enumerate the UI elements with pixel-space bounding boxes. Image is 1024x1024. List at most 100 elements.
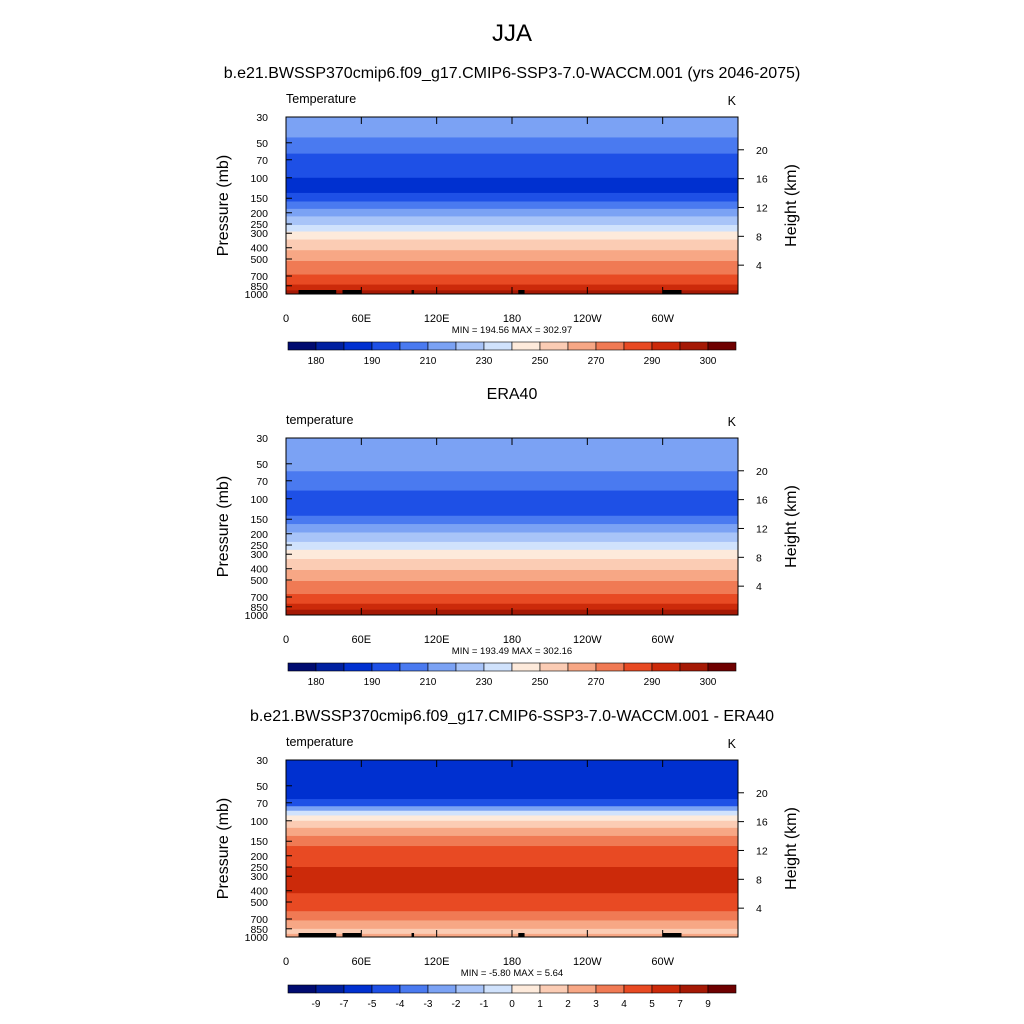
colorbar-box (567, 662, 597, 672)
colorbar-box (707, 984, 737, 994)
contour-band (286, 893, 738, 912)
contour-band (286, 810, 738, 816)
colorbar-box (595, 662, 625, 672)
units-label: K (728, 415, 737, 429)
x-tick-label: 180 (503, 956, 521, 968)
colorbar-box (511, 341, 541, 351)
colorbar-box (427, 984, 457, 994)
contour-band (286, 505, 738, 517)
colorbar-box (315, 984, 345, 994)
colorbar-box (483, 341, 513, 351)
colorbar-label: 210 (420, 677, 437, 688)
colorbar-label: -4 (396, 999, 405, 1010)
topography-mark (662, 290, 682, 294)
y-tick-label: 50 (256, 459, 268, 471)
right-tick-label: 8 (756, 552, 762, 564)
contour-band (286, 594, 738, 605)
colorbar-box (399, 662, 429, 672)
colorbar-box (287, 984, 317, 994)
contour-band (286, 137, 738, 155)
contour-band (286, 524, 738, 533)
field-label: Temperature (286, 92, 356, 106)
colorbar-box (595, 341, 625, 351)
y-tick-label: 30 (256, 755, 268, 767)
contour-band (286, 799, 738, 807)
panel-3: b.e21.BWSSP370cmip6.f09_g17.CMIP6-SSP3-7… (215, 708, 800, 1010)
y-tick-label: 150 (250, 514, 268, 526)
contour-band (286, 806, 738, 812)
x-tick-label: 120E (424, 956, 450, 968)
y-tick-label: 50 (256, 781, 268, 793)
y-axis-title-right: Height (km) (783, 807, 800, 890)
y-tick-label: 500 (250, 254, 268, 266)
y-axis-title: Pressure (mb) (215, 798, 232, 899)
colorbar-box (679, 662, 709, 672)
colorbar-box (343, 984, 373, 994)
stats-label: MIN = 193.49 MAX = 302.16 (452, 646, 572, 657)
contour-band (286, 208, 738, 217)
colorbar-box (707, 341, 737, 351)
colorbar-box (399, 984, 429, 994)
y-tick-label: 200 (250, 208, 268, 220)
contour-band (286, 153, 738, 179)
figure-title: JJA (491, 20, 532, 47)
colorbar-label: 300 (700, 677, 717, 688)
colorbar-label: -7 (340, 999, 349, 1010)
colorbar-box (427, 341, 457, 351)
y-tick-label: 300 (250, 549, 268, 561)
right-tick-label: 8 (756, 874, 762, 886)
colorbar-box (511, 984, 541, 994)
stats-label: MIN = 194.56 MAX = 302.97 (452, 325, 572, 336)
colorbar-box (371, 984, 401, 994)
y-tick-label: 700 (250, 914, 268, 926)
colorbar-box (511, 662, 541, 672)
contour-band (286, 231, 738, 241)
colorbar-label: -9 (312, 999, 321, 1010)
y-tick-label: 300 (250, 871, 268, 883)
colorbar-box (455, 662, 485, 672)
colorbar-box (623, 341, 653, 351)
x-tick-label: 120W (573, 634, 602, 646)
right-tick-label: 4 (756, 260, 762, 272)
y-tick-label: 150 (250, 193, 268, 205)
colorbar-box (371, 662, 401, 672)
colorbar-box (651, 662, 681, 672)
colorbar-box (315, 662, 345, 672)
colorbar-box (651, 984, 681, 994)
right-tick-label: 8 (756, 231, 762, 243)
y-tick-label: 250 (250, 862, 268, 874)
x-tick-label: 60W (651, 313, 674, 325)
field-label: temperature (286, 735, 353, 749)
colorbar-label: 270 (588, 356, 605, 367)
colorbar-box (455, 984, 485, 994)
contour-band (286, 569, 738, 582)
contour-band (286, 515, 738, 525)
contour-band (286, 250, 738, 262)
colorbar-box (651, 341, 681, 351)
colorbar-label: 0 (509, 999, 515, 1010)
right-tick-label: 16 (756, 495, 768, 507)
contour-band (286, 177, 738, 194)
y-tick-label: 700 (250, 271, 268, 283)
contour-band (286, 835, 738, 847)
y-tick-label: 400 (250, 886, 268, 898)
topography-mark (518, 933, 525, 937)
y-tick-label: 200 (250, 529, 268, 541)
contour-band (286, 239, 738, 251)
x-tick-label: 0 (283, 634, 289, 646)
contour-band (286, 201, 738, 210)
topography-mark (317, 290, 330, 294)
y-tick-label: 70 (256, 798, 268, 810)
y-axis-title: Pressure (mb) (215, 155, 232, 256)
colorbar-label: 250 (532, 677, 549, 688)
y-tick-label: 250 (250, 219, 268, 231)
colorbar-box (707, 662, 737, 672)
contour-band (286, 867, 738, 894)
colorbar-box (427, 662, 457, 672)
colorbar-box (371, 341, 401, 351)
colorbar-box (595, 984, 625, 994)
colorbar-label: 190 (364, 677, 381, 688)
topography-mark (342, 290, 362, 294)
colorbar-label: 4 (621, 999, 627, 1010)
